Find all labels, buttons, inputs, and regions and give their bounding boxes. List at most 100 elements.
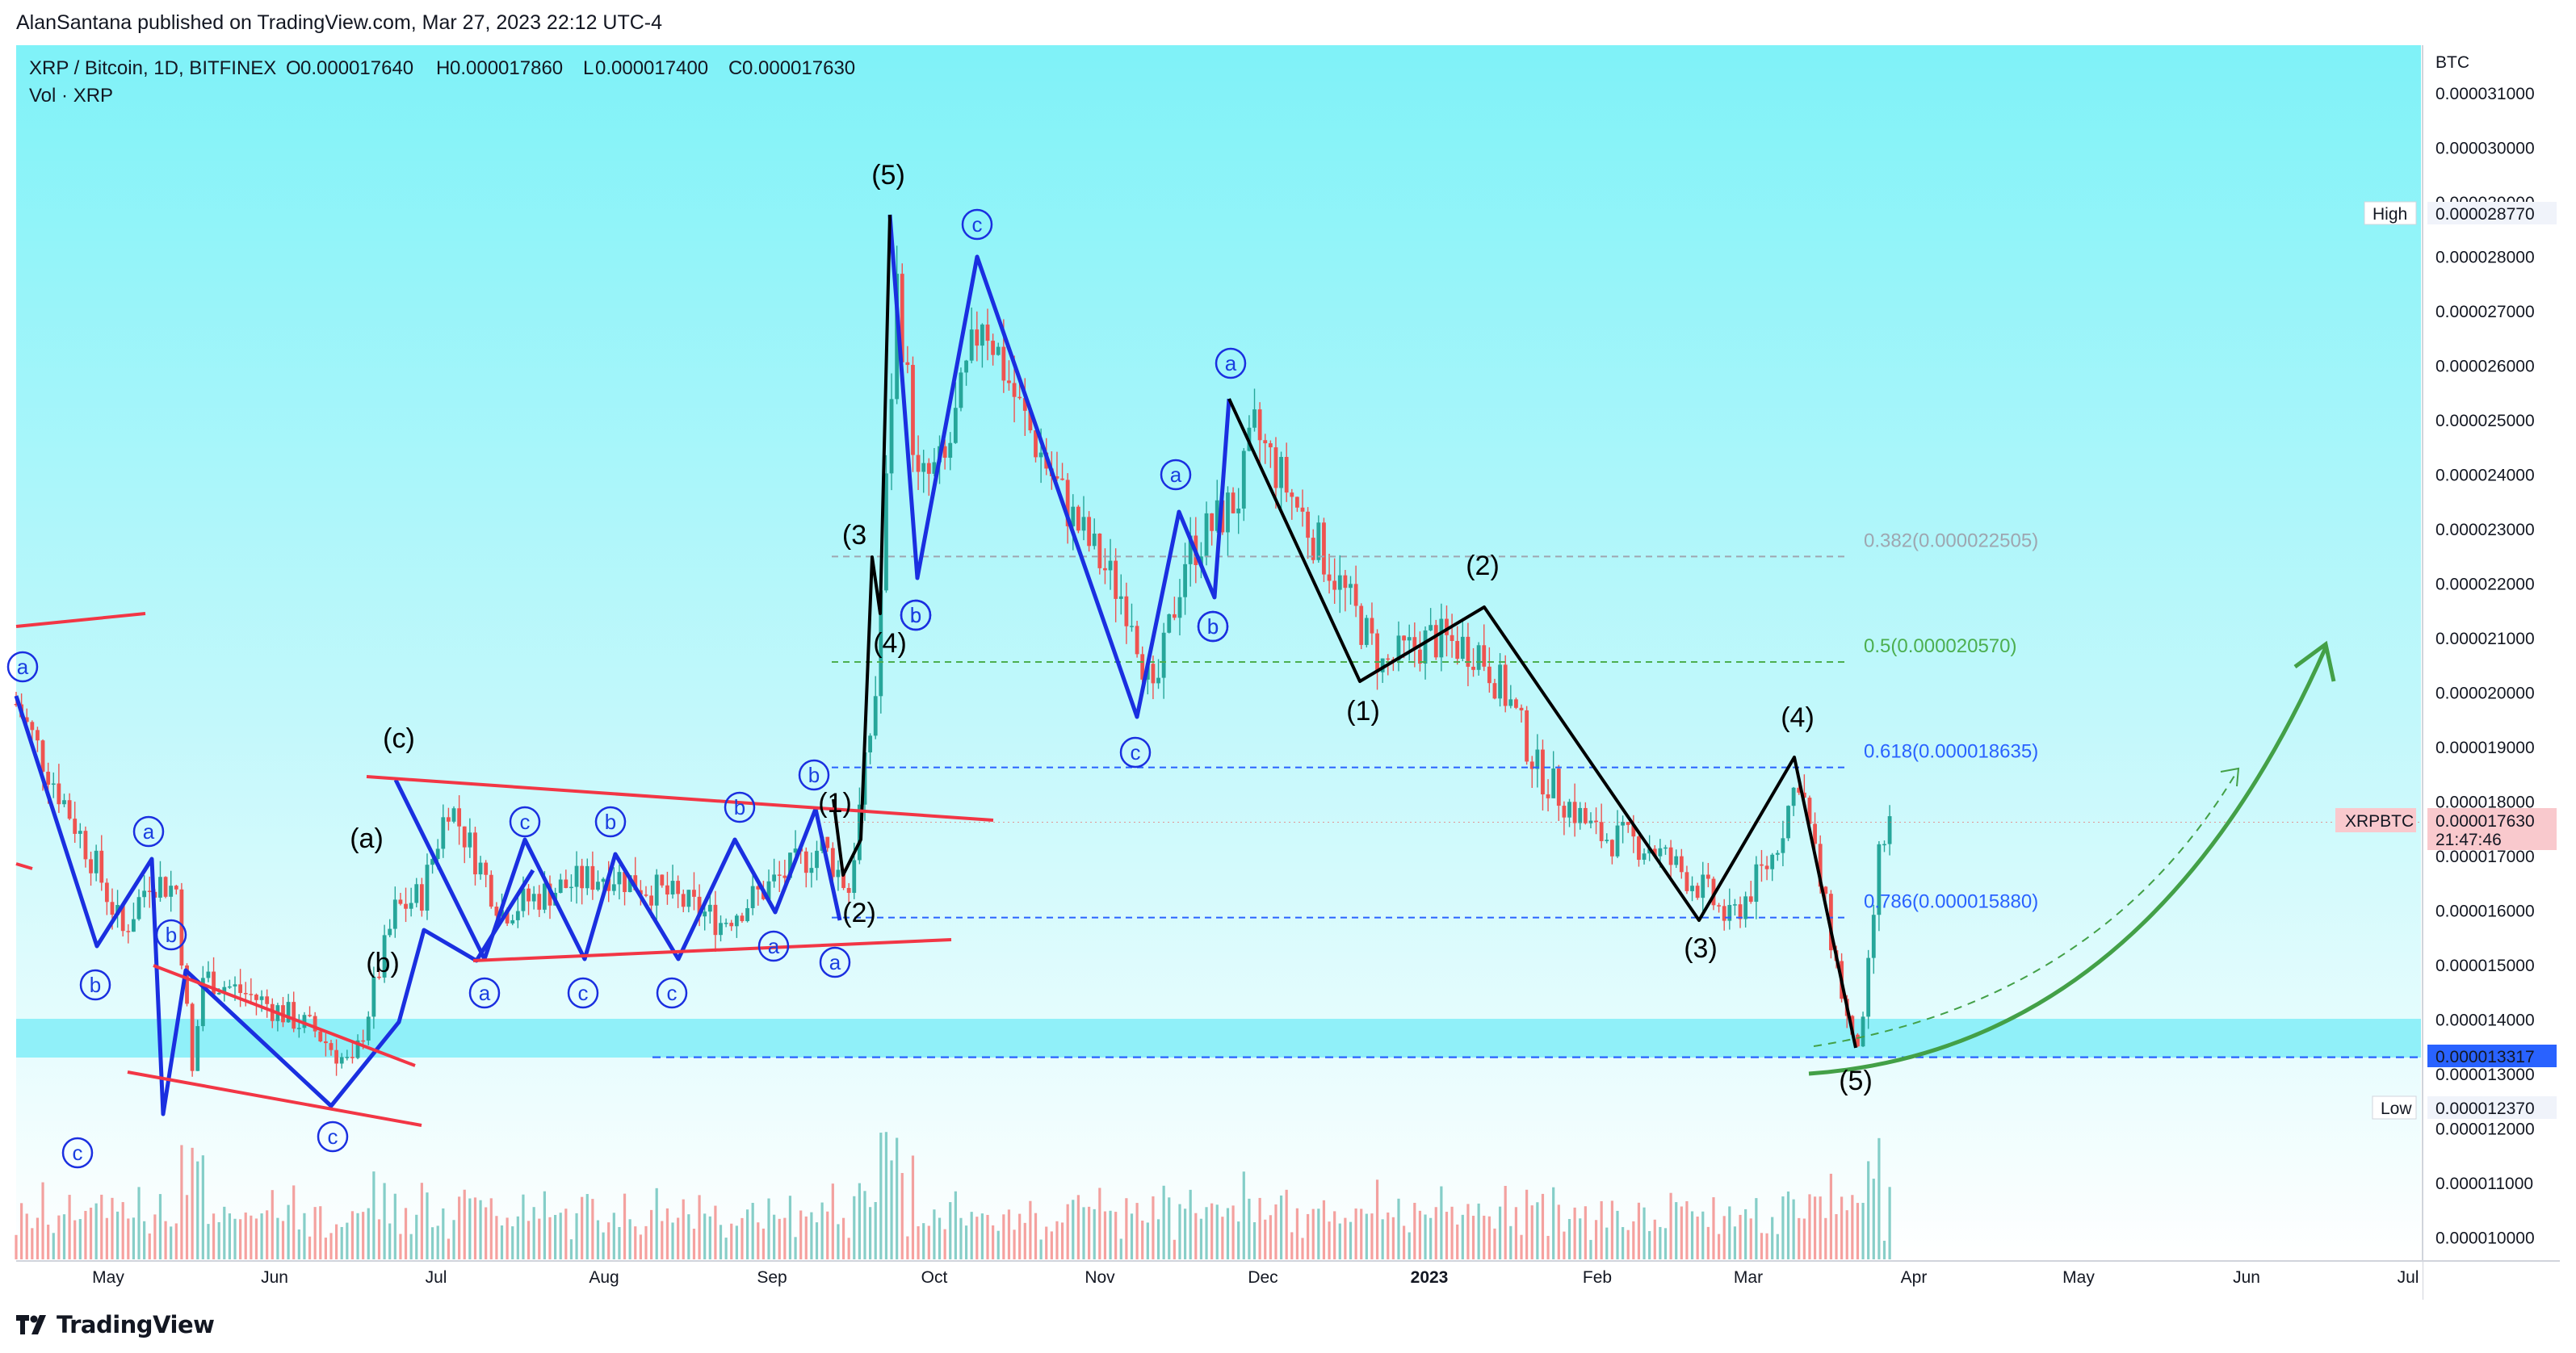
candle-body <box>1637 836 1641 861</box>
candle-body <box>120 905 125 932</box>
circle-wave-marker <box>1215 347 1247 379</box>
volume-bar <box>1418 1210 1422 1259</box>
volume-bar <box>1680 1206 1683 1259</box>
volume-bar <box>1237 1221 1240 1259</box>
candle-body <box>136 897 141 919</box>
volume-bar <box>970 1212 973 1259</box>
candle-body <box>1322 522 1326 575</box>
candle-body <box>681 894 686 907</box>
volume-bar <box>879 1133 883 1259</box>
volume-bar <box>911 1155 915 1259</box>
candle-body <box>1396 635 1401 661</box>
volume-bar <box>900 1173 904 1259</box>
price-tick-label: 0.000031000 <box>2435 85 2535 103</box>
volume-bar <box>191 1147 194 1259</box>
candle-body <box>916 454 921 472</box>
volume-bar <box>15 1234 18 1259</box>
volume-bar <box>1252 1222 1257 1259</box>
volume-bar <box>1146 1222 1149 1259</box>
volume-bar <box>254 1218 258 1259</box>
volume-bar <box>324 1238 327 1259</box>
high-value: 0.000028770 <box>2435 205 2535 224</box>
wave-label: (b) <box>366 948 400 978</box>
candle-body <box>1541 749 1545 794</box>
candle-body <box>707 904 712 912</box>
candle-body <box>83 831 88 860</box>
candle-body <box>537 894 542 910</box>
candle-body <box>377 976 381 978</box>
volume-bar <box>1322 1200 1326 1259</box>
candle-body <box>494 907 499 916</box>
candle-body <box>911 365 915 455</box>
candle-body <box>478 862 483 875</box>
volume-bar <box>350 1211 355 1259</box>
fibonacci-levels: 0.382(0.000022505) 0.5(0.000020570) 0.618(… <box>652 530 2423 1058</box>
time-axis-panel[interactable] <box>16 1261 2423 1300</box>
volume-bar <box>602 1232 605 1259</box>
candle-body <box>1038 452 1043 458</box>
candle-body <box>1861 1016 1865 1047</box>
candle-body <box>457 808 462 827</box>
volume-bar <box>1045 1226 1048 1259</box>
candle-body <box>1028 410 1033 431</box>
candle-body <box>548 883 552 906</box>
candle-body <box>1156 677 1160 684</box>
volume-bar <box>409 1234 413 1259</box>
volume-bar <box>730 1223 733 1259</box>
volume-bar <box>1205 1207 1208 1259</box>
volume-bar <box>724 1238 728 1259</box>
candle-body <box>1578 807 1583 823</box>
volume-bar <box>922 1223 925 1259</box>
candle-body <box>1599 822 1604 841</box>
time-tick-label: May <box>2062 1268 2095 1287</box>
volume-bar <box>826 1211 829 1259</box>
volume-bar <box>1269 1215 1272 1259</box>
candle-body <box>1103 568 1107 571</box>
candle-body <box>1760 864 1764 866</box>
candle-body <box>1546 794 1550 798</box>
circle-wave-label: a <box>1225 351 1237 375</box>
forecast-arrow-curve <box>1808 646 2328 1076</box>
volume-bar <box>1114 1212 1118 1259</box>
circle-wave-marker <box>724 791 756 823</box>
plot-background <box>16 45 2421 1261</box>
volume-bar <box>266 1210 269 1259</box>
candle-body <box>1114 560 1118 599</box>
tradingview-logo[interactable]: TradingView <box>16 1311 215 1338</box>
volume-bar <box>1445 1212 1449 1259</box>
volume-bar <box>399 1234 402 1259</box>
candle-body <box>1300 507 1305 512</box>
candle-body <box>719 923 723 936</box>
volume-bar <box>479 1200 482 1259</box>
candle-body <box>1583 807 1588 823</box>
volume-bar <box>1103 1211 1107 1259</box>
volume-bar <box>820 1202 824 1259</box>
candle-body <box>254 995 258 1000</box>
volume-bar <box>1589 1239 1592 1259</box>
high-label: High <box>2373 205 2407 224</box>
volume-bar <box>94 1203 98 1259</box>
candle-body <box>654 874 659 906</box>
volume-bar <box>858 1183 861 1259</box>
volume-bar <box>1648 1230 1651 1259</box>
candle-body <box>803 851 808 873</box>
volume-bar <box>1450 1206 1454 1259</box>
candle-body <box>1754 864 1759 903</box>
volume-bar <box>1867 1161 1870 1259</box>
candle-body <box>1306 511 1311 538</box>
candle-body <box>1375 633 1379 672</box>
volume-bar <box>1471 1215 1475 1259</box>
volume-bar <box>1888 1187 1891 1259</box>
candle-body <box>366 1016 371 1041</box>
volume-bar <box>1125 1198 1128 1259</box>
volume-bar <box>639 1234 642 1259</box>
price-tick-label: 0.000019000 <box>2435 739 2535 757</box>
candle-body <box>1359 605 1364 645</box>
volume-bar <box>1360 1208 1363 1259</box>
volume-bar <box>68 1195 71 1259</box>
volume-bar <box>62 1214 66 1259</box>
volume-bar <box>1248 1198 1251 1259</box>
candle-body <box>745 907 749 922</box>
wave-label: (3) <box>1684 933 1718 964</box>
